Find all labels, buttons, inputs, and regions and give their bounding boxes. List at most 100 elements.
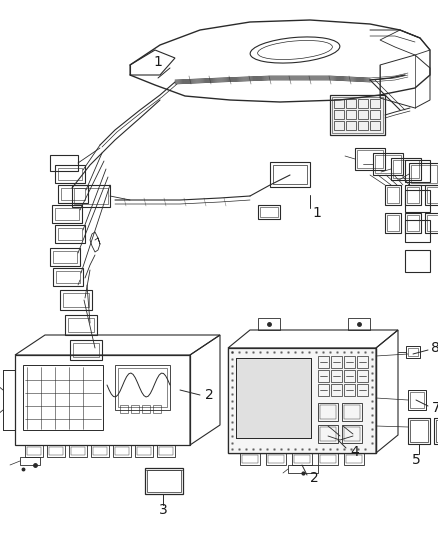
Bar	[318, 356, 329, 368]
Bar	[425, 213, 438, 233]
Bar	[434, 418, 438, 444]
Bar	[391, 158, 421, 180]
Text: 3: 3	[159, 503, 167, 517]
Bar	[63, 293, 89, 307]
Bar	[58, 168, 82, 180]
Bar	[91, 445, 109, 457]
Bar	[320, 455, 336, 463]
Bar	[346, 121, 356, 130]
Bar	[52, 205, 82, 223]
Bar	[410, 392, 424, 408]
Bar	[355, 148, 385, 170]
Bar	[15, 355, 190, 445]
Bar	[240, 453, 260, 465]
Bar	[23, 365, 103, 430]
Bar	[236, 358, 311, 438]
Bar	[50, 155, 78, 171]
Bar	[318, 370, 329, 382]
Bar	[408, 418, 430, 444]
Bar	[342, 403, 362, 421]
Text: 5: 5	[412, 453, 420, 467]
Bar	[53, 268, 83, 286]
Bar	[118, 368, 167, 407]
Bar	[344, 405, 360, 419]
Bar	[331, 356, 342, 368]
Bar	[331, 384, 342, 396]
Bar	[408, 348, 418, 356]
Bar	[120, 405, 128, 413]
Bar	[407, 215, 419, 231]
Bar	[56, 271, 80, 283]
Bar	[157, 445, 175, 457]
Bar	[147, 470, 181, 492]
Text: 1: 1	[312, 206, 321, 220]
Bar	[334, 110, 344, 119]
Bar	[348, 318, 370, 330]
Text: 1: 1	[154, 55, 162, 69]
Bar	[292, 453, 312, 465]
Bar	[159, 447, 173, 455]
Bar	[357, 356, 368, 368]
Bar	[342, 425, 362, 443]
Bar	[405, 185, 421, 205]
Bar	[357, 150, 383, 168]
Bar	[405, 190, 430, 212]
Bar	[344, 370, 355, 382]
Bar	[61, 188, 85, 200]
Bar	[47, 445, 65, 457]
Bar	[318, 425, 338, 443]
Bar	[334, 121, 344, 130]
Bar	[407, 187, 419, 203]
Bar	[71, 447, 85, 455]
Bar	[260, 207, 278, 217]
Bar	[228, 348, 376, 453]
Bar	[236, 358, 311, 438]
Bar	[258, 318, 280, 330]
Bar	[135, 445, 153, 457]
Bar	[25, 445, 43, 457]
Bar	[408, 390, 426, 410]
Bar	[288, 465, 318, 473]
Bar	[385, 213, 401, 233]
Bar	[370, 121, 380, 130]
Bar	[58, 185, 88, 203]
Bar	[370, 99, 380, 108]
Bar	[93, 447, 107, 455]
Bar	[332, 97, 383, 133]
Bar	[344, 356, 355, 368]
Bar	[68, 318, 94, 332]
Bar	[273, 165, 307, 184]
Bar	[266, 453, 286, 465]
Bar	[49, 447, 63, 455]
Bar	[113, 445, 131, 457]
Bar	[258, 205, 280, 219]
Bar	[358, 121, 368, 130]
Bar	[70, 340, 102, 360]
Bar	[50, 248, 80, 266]
Bar	[69, 445, 87, 457]
Bar	[320, 405, 336, 419]
Text: 2: 2	[205, 388, 214, 402]
Bar	[58, 228, 82, 240]
Bar	[294, 455, 310, 463]
Bar	[375, 155, 401, 173]
Bar	[425, 185, 438, 205]
Bar	[409, 163, 438, 185]
Bar	[385, 185, 401, 205]
Bar	[344, 384, 355, 396]
Bar	[318, 403, 338, 421]
Bar	[346, 99, 356, 108]
Bar	[406, 346, 420, 358]
Bar	[427, 215, 438, 231]
Bar	[270, 162, 310, 187]
Bar	[268, 455, 284, 463]
Bar	[405, 213, 421, 233]
Bar	[20, 457, 40, 465]
Bar	[344, 427, 360, 441]
Bar	[145, 468, 183, 494]
Text: 2: 2	[310, 471, 319, 485]
Bar	[131, 405, 139, 413]
Bar	[115, 365, 170, 410]
Bar	[346, 455, 362, 463]
Bar	[357, 370, 368, 382]
